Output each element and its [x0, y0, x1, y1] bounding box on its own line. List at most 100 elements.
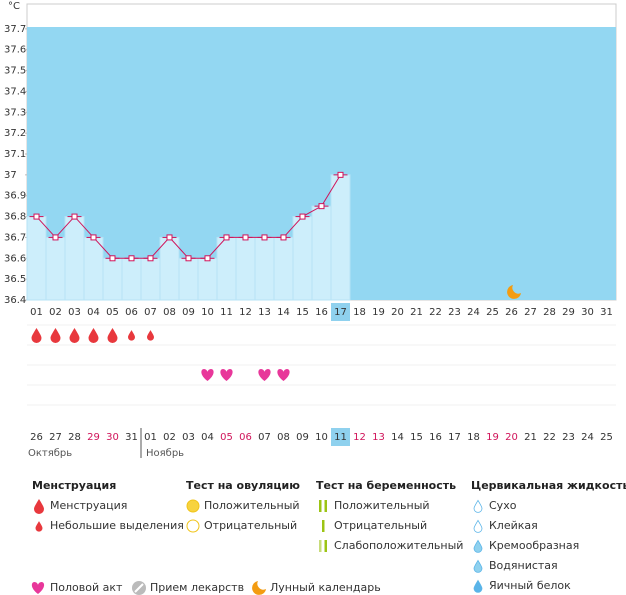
y-tick-label: 37.2 [4, 128, 26, 139]
y-tick-label: 36.9 [4, 191, 26, 202]
day-label: 03 [68, 307, 81, 318]
temp-point [223, 234, 230, 241]
legend-icon [186, 499, 200, 513]
y-unit: °C [8, 1, 20, 12]
today-highlight [331, 303, 350, 321]
legend-title: Цервикальная жидкость [471, 479, 626, 492]
y-tick-label: 36.8 [4, 212, 26, 223]
date-label: 20 [505, 432, 518, 443]
temp-point [261, 234, 268, 241]
temp-bar [45, 236, 66, 301]
temp-point [185, 255, 192, 262]
temp-point [128, 255, 135, 262]
temp-bar [235, 236, 256, 301]
y-tick-label: 37.3 [4, 107, 26, 118]
legend-item: Небольшие выделения [50, 519, 184, 532]
temp-bar [330, 174, 351, 301]
temp-point [318, 203, 325, 210]
date-label: 03 [182, 432, 195, 443]
date-label: 23 [562, 432, 575, 443]
date-label: 12 [353, 432, 366, 443]
legend-icon [34, 499, 44, 514]
legend-icon [473, 540, 483, 553]
date-label: 05 [220, 432, 233, 443]
y-tick-label: 36.6 [4, 253, 26, 264]
temp-point [52, 234, 59, 241]
temp-point [242, 234, 249, 241]
day-label: 09 [182, 307, 195, 318]
date-label: 22 [543, 432, 556, 443]
menstruation-icon [128, 330, 135, 341]
legend-icon [35, 521, 43, 532]
menstruation-icon [69, 328, 80, 343]
legend-icon [324, 500, 327, 512]
temp-point [90, 234, 97, 241]
day-label: 02 [49, 307, 62, 318]
legend-icon [186, 519, 200, 533]
temp-bar [121, 257, 142, 301]
legend-item: Сухо [489, 499, 517, 512]
temp-bar [64, 216, 85, 301]
date-label: 26 [30, 432, 43, 443]
day-label: 25 [486, 307, 499, 318]
y-tick-label: 37.5 [4, 66, 26, 77]
date-label: 04 [201, 432, 214, 443]
day-label: 30 [581, 307, 594, 318]
legend-item: Отрицательный [204, 519, 297, 532]
legend-icon [473, 560, 483, 573]
day-label: 15 [296, 307, 309, 318]
temp-point [147, 255, 154, 262]
legend-item: Яичный белок [489, 579, 571, 592]
day-label: 13 [258, 307, 271, 318]
temp-bar [140, 257, 161, 301]
menstruation-icon [31, 328, 42, 343]
day-label: 04 [87, 307, 100, 318]
y-tick-label: 37.4 [4, 86, 26, 97]
legend-item: Клейкая [489, 519, 538, 532]
event-rows [31, 328, 290, 381]
temp-bar [83, 236, 104, 301]
legend-icon [322, 520, 325, 532]
day-label: 11 [220, 307, 233, 318]
date-label: 27 [49, 432, 62, 443]
day-label: 10 [201, 307, 214, 318]
day-label: 23 [448, 307, 461, 318]
temp-point [337, 171, 344, 178]
temp-bar [311, 205, 332, 301]
temp-bar [197, 257, 218, 301]
temp-point [280, 234, 287, 241]
temp-bar [102, 257, 123, 301]
today-highlight [331, 428, 350, 446]
intercourse-icon [258, 369, 271, 381]
date-label: 19 [486, 432, 499, 443]
date-label: 21 [524, 432, 537, 443]
day-label: 14 [277, 307, 290, 318]
date-label: 09 [296, 432, 309, 443]
day-label: 24 [467, 307, 480, 318]
legend-icon [134, 583, 144, 593]
day-label: 06 [125, 307, 138, 318]
temp-point [109, 255, 116, 262]
day-label: 20 [391, 307, 404, 318]
y-tick-label: 36.4 [4, 295, 26, 306]
month-label: Ноябрь [146, 448, 184, 459]
day-label: 16 [315, 307, 328, 318]
temp-bar [254, 236, 275, 301]
temp-point [71, 213, 78, 220]
date-label: 29 [87, 432, 100, 443]
intercourse-icon [220, 369, 233, 381]
temp-point [166, 234, 173, 241]
temp-point [204, 255, 211, 262]
temp-bar [216, 236, 237, 301]
intercourse-icon [201, 369, 214, 381]
legend-item: Менструация [50, 499, 127, 512]
legend-icon [324, 540, 327, 552]
day-label: 31 [600, 307, 613, 318]
date-label: 07 [258, 432, 271, 443]
month-label: Октябрь [28, 448, 72, 459]
moon-icon [507, 285, 521, 299]
day-label: 19 [372, 307, 385, 318]
legend-item: Кремообразная [489, 539, 579, 552]
day-label: 01 [30, 307, 43, 318]
